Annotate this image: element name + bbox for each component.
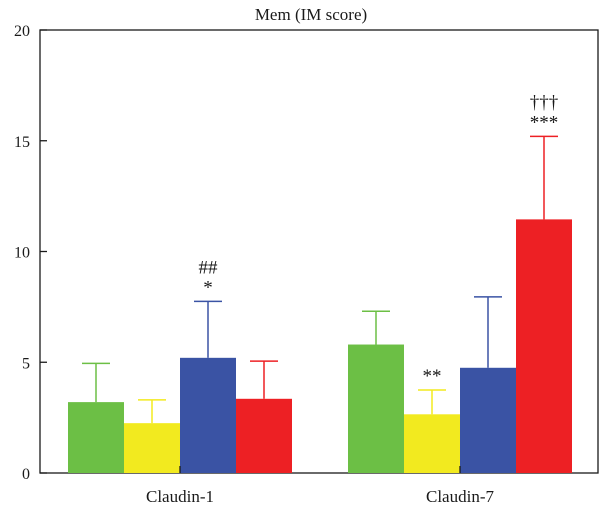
bar [124,423,180,473]
y-tick-label: 15 [14,134,30,151]
bar [348,344,404,473]
x-tick-label: Claudin-7 [426,487,494,506]
y-tick-label: 5 [22,355,30,372]
bar [460,367,516,473]
significance-marker: ** [423,366,442,387]
significance-marker: ## [199,257,219,278]
bar [180,357,236,473]
y-tick-label: 0 [22,466,30,483]
bar [236,398,292,473]
bar [404,414,460,473]
chart-title: Mem (IM score) [255,5,367,24]
x-tick-label: Claudin-1 [146,487,214,506]
y-tick-label: 10 [14,245,30,262]
significance-marker: *** [530,112,559,133]
y-tick-label: 20 [14,23,30,40]
bar [516,219,572,473]
significance-marker: * [203,277,213,298]
bar [68,402,124,473]
significance-marker: ††† [530,92,559,113]
